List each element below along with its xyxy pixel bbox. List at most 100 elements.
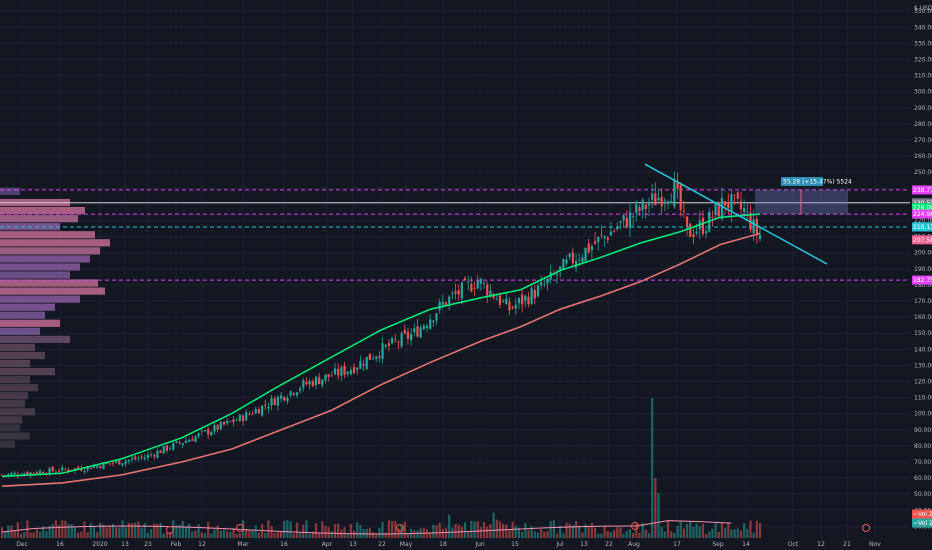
currency-label: $ USD [914,5,932,12]
candle [359,361,362,369]
volume-bar [666,520,670,538]
volume-bar [70,524,73,538]
candle [546,278,549,284]
candle [752,219,755,233]
candle [739,201,743,209]
price-label-badge [912,198,932,208]
volume-bar [51,524,54,538]
candle [701,217,705,234]
candle [143,457,146,459]
volume-bar [568,523,571,538]
candle [270,398,273,406]
volume-bar [406,533,410,538]
candle [61,467,64,471]
volume-bar [394,520,397,538]
candle [536,285,540,297]
volume-bar [502,523,505,538]
volume-bar [346,533,349,538]
y-tick-label: 300.00 [914,89,932,96]
volume-bar [299,532,302,538]
candle [26,471,29,475]
profile-bar [0,327,40,335]
profile-bar [0,392,28,400]
volume-bar [327,527,330,538]
volume-bar [505,524,508,538]
trendline[interactable] [644,163,828,265]
event-marker [236,524,244,532]
price-label: 216.13 [913,224,932,231]
volume-bar [375,533,378,538]
y-tick-label: 350.00 [914,8,932,15]
volume-bar [64,520,67,538]
volume-bar [685,523,689,538]
volume-bar [213,529,216,538]
volume-bar [473,521,476,538]
volume-bar [318,533,321,538]
volume-bar [632,533,635,538]
candle [736,192,739,199]
volume-bar [600,533,603,538]
x-tick-label: Oct [788,541,799,548]
volume-bar [314,523,318,538]
volume-bar [219,530,222,538]
volume-bar [701,523,705,538]
candle [489,290,492,296]
candle [730,194,733,213]
volume-bar [105,527,108,538]
volume-bar [210,533,213,538]
x-tick-label: 16 [56,541,64,548]
volume-bar [613,530,616,538]
volume-bar [739,530,743,538]
volume-bar [302,524,305,538]
candle [692,234,695,237]
profile-bar [0,287,105,295]
candle [42,472,45,474]
price-label-badge [912,203,932,213]
candle [356,368,359,371]
candle [178,442,181,444]
candle [704,231,708,234]
event-marker [166,526,174,534]
volume-bar [257,532,260,538]
volume-bar [248,530,251,538]
moving-average-line [1,213,761,478]
volume-bar [359,525,362,538]
candle [422,325,425,330]
x-tick-label: 18 [439,541,447,548]
price-labels: 238.77230.50228.00224.98216.13207.58182.… [912,185,932,528]
volume-bar [733,529,736,538]
volume-bar [149,529,153,538]
volume-bar [689,521,692,538]
volume-bar [727,523,730,538]
volume-bar [476,521,479,538]
y-tick-label: 180.00 [914,282,932,289]
volume-bar [73,527,77,538]
candle [565,259,568,264]
volume-bar [717,531,720,538]
candle [219,422,222,430]
x-tick-label: Mar [237,541,249,548]
volume-bar [42,526,45,538]
volume-bar [647,533,651,538]
candle [425,325,429,329]
profile-bar [0,263,80,271]
volume-bar [514,525,517,538]
candle [391,338,394,344]
volume-bar [536,532,540,538]
profile-bar [0,271,70,279]
volume-label-badge [912,518,932,528]
volume-bar [321,521,324,538]
candle [86,466,89,470]
candle [318,377,321,385]
candle [115,460,118,463]
volume-bar [99,522,102,538]
volume-bar [10,525,13,538]
volume-bar [57,524,61,538]
x-tick-label: 22 [378,541,386,548]
volume-bar [7,525,10,538]
price-label: 228.00 [913,205,932,212]
volume-bar [83,521,86,538]
volume-bar [416,530,419,538]
